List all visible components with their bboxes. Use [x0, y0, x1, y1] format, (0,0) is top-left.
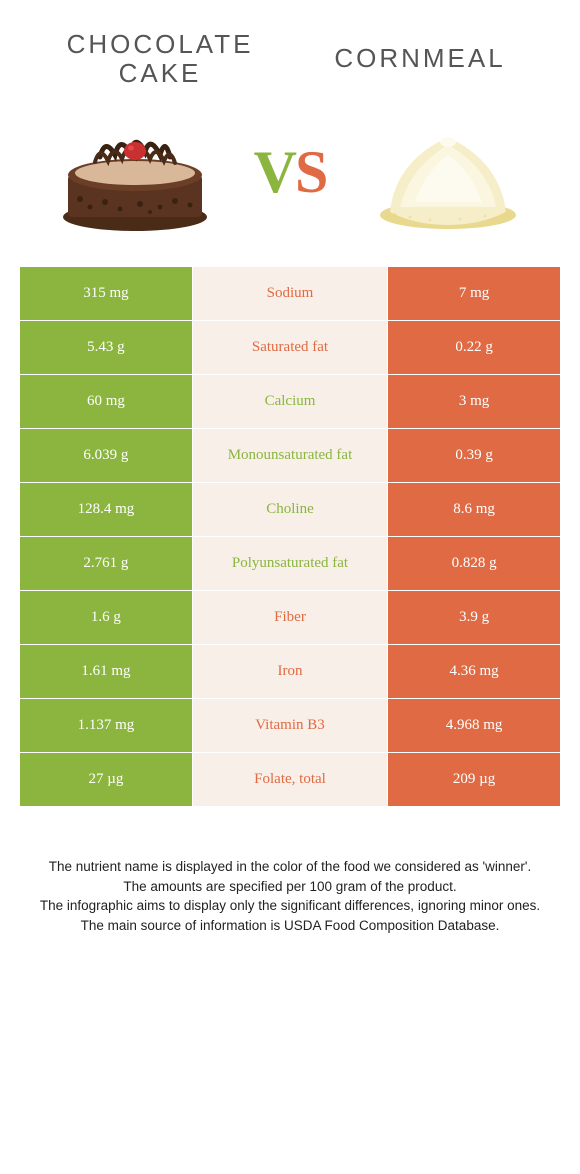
value-left: 1.61 mg: [20, 645, 193, 699]
value-left: 128.4 mg: [20, 483, 193, 537]
value-left: 6.039 g: [20, 429, 193, 483]
table-row: 6.039 gMonounsaturated fat0.39 g: [20, 429, 560, 483]
cornmeal-image: [360, 107, 530, 237]
value-left: 5.43 g: [20, 321, 193, 375]
value-right: 4.968 mg: [387, 699, 560, 753]
value-left: 1.6 g: [20, 591, 193, 645]
nutrient-name: Polyunsaturated fat: [193, 537, 387, 591]
nutrient-name: Iron: [193, 645, 387, 699]
vs-row: VS: [20, 107, 560, 267]
value-right: 4.36 mg: [387, 645, 560, 699]
footer-notes: The nutrient name is displayed in the co…: [0, 807, 580, 955]
nutrient-name: Choline: [193, 483, 387, 537]
value-left: 60 mg: [20, 375, 193, 429]
comparison-table: 315 mgSodium7 mg5.43 gSaturated fat0.22 …: [20, 267, 560, 807]
nutrient-name: Saturated fat: [193, 321, 387, 375]
table-row: 2.761 gPolyunsaturated fat0.828 g: [20, 537, 560, 591]
title-left: Chocolate cake: [50, 30, 270, 87]
table-row: 27 µgFolate, total209 µg: [20, 753, 560, 807]
value-right: 0.828 g: [387, 537, 560, 591]
nutrient-name: Monounsaturated fat: [193, 429, 387, 483]
value-right: 8.6 mg: [387, 483, 560, 537]
vs-label: VS: [254, 138, 327, 207]
table-row: 1.61 mgIron4.36 mg: [20, 645, 560, 699]
footer-line-2: The amounts are specified per 100 gram o…: [20, 877, 560, 897]
value-right: 3 mg: [387, 375, 560, 429]
value-right: 0.22 g: [387, 321, 560, 375]
value-right: 0.39 g: [387, 429, 560, 483]
value-left: 1.137 mg: [20, 699, 193, 753]
nutrient-name: Calcium: [193, 375, 387, 429]
value-right: 3.9 g: [387, 591, 560, 645]
value-left: 315 mg: [20, 267, 193, 321]
table-row: 60 mgCalcium3 mg: [20, 375, 560, 429]
table-row: 5.43 gSaturated fat0.22 g: [20, 321, 560, 375]
table-row: 315 mgSodium7 mg: [20, 267, 560, 321]
table-row: 1.6 gFiber3.9 g: [20, 591, 560, 645]
header: Chocolate cake Cornmeal: [20, 20, 560, 107]
nutrient-name: Folate, total: [193, 753, 387, 807]
table-row: 128.4 mgCholine8.6 mg: [20, 483, 560, 537]
value-right: 209 µg: [387, 753, 560, 807]
footer-line-4: The main source of information is USDA F…: [20, 916, 560, 936]
nutrient-name: Sodium: [193, 267, 387, 321]
infographic-container: Chocolate cake Cornmeal VS: [0, 0, 580, 807]
title-right: Cornmeal: [310, 44, 530, 73]
vs-v: V: [254, 139, 295, 205]
nutrient-name: Vitamin B3: [193, 699, 387, 753]
footer-line-3: The infographic aims to display only the…: [20, 896, 560, 916]
value-left: 27 µg: [20, 753, 193, 807]
nutrient-name: Fiber: [193, 591, 387, 645]
footer-line-1: The nutrient name is displayed in the co…: [20, 857, 560, 877]
value-right: 7 mg: [387, 267, 560, 321]
value-left: 2.761 g: [20, 537, 193, 591]
chocolate-cake-image: [50, 107, 220, 237]
table-row: 1.137 mgVitamin B34.968 mg: [20, 699, 560, 753]
vs-s: S: [295, 139, 326, 205]
